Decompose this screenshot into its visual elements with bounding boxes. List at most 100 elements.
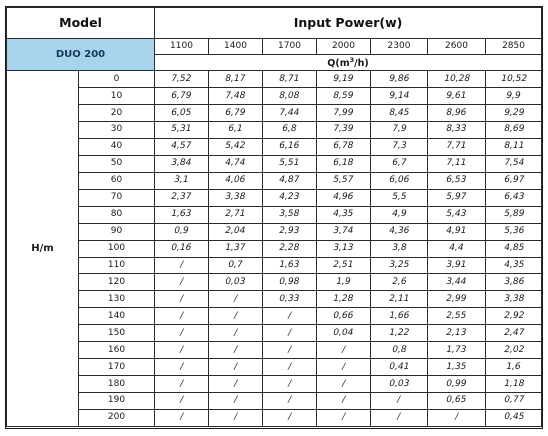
flow-value-cell: 7,11 bbox=[427, 154, 486, 173]
flow-value-cell: 9,86 bbox=[370, 70, 428, 89]
flow-value-cell: 3,13 bbox=[316, 239, 371, 258]
flow-value-cell: 4,4 bbox=[427, 239, 486, 258]
flow-value-cell: 2,47 bbox=[484, 324, 542, 343]
flow-value-cell: 9,19 bbox=[316, 70, 371, 89]
head-value-cell: 130 bbox=[78, 290, 155, 309]
flow-value-cell: 6,1 bbox=[208, 121, 263, 139]
flow-value-cell: 1,66 bbox=[370, 307, 428, 326]
flow-value-cell: 1,9 bbox=[316, 273, 371, 292]
flow-value-cell: 5,42 bbox=[208, 137, 263, 156]
flow-value-cell: / bbox=[154, 341, 209, 360]
flow-prefix: Q(m bbox=[327, 57, 350, 69]
flow-value: 1,73 bbox=[445, 344, 468, 355]
power-header-cell: 1700 bbox=[262, 38, 317, 56]
flow-value: 7,48 bbox=[224, 90, 247, 101]
table-row: 150 / / / 0,04 1,22 2,13 2,47 bbox=[7, 324, 542, 343]
flow-value-cell: 0,98 bbox=[262, 273, 317, 292]
flow-value: 1,18 bbox=[502, 378, 525, 389]
flow-value-cell: / bbox=[262, 375, 317, 393]
flow-value: 8,33 bbox=[445, 124, 468, 135]
flow-value: / bbox=[233, 344, 239, 355]
flow-value-cell: 1,37 bbox=[208, 239, 263, 258]
table-row: H/m 0 7,52 8,17 8,71 9,19 9,86 10,28 10,52 bbox=[6, 70, 542, 427]
flow-value: / bbox=[179, 276, 185, 287]
flow-value: / bbox=[287, 395, 293, 406]
flow-value-cell: 2,04 bbox=[208, 222, 263, 241]
head-value-cell: 80 bbox=[78, 205, 155, 224]
table-row: 180 / / / / 0,03 0,99 1,18 bbox=[7, 375, 542, 393]
head-value-cell: 180 bbox=[78, 375, 155, 393]
flow-value: 0,98 bbox=[278, 276, 301, 287]
flow-value: 1,9 bbox=[335, 276, 352, 287]
flow-value-cell: 8,59 bbox=[316, 87, 371, 106]
flow-value: / bbox=[233, 327, 239, 338]
flow-value-cell: 6,05 bbox=[154, 104, 209, 122]
flow-value-cell: 7,54 bbox=[484, 154, 542, 173]
flow-value-cell: / bbox=[154, 307, 209, 326]
flow-value-cell: 4,91 bbox=[427, 222, 486, 241]
flow-value: 0,8 bbox=[390, 344, 408, 355]
flow-value: 0,04 bbox=[332, 327, 355, 338]
flow-value-cell: 2,28 bbox=[262, 239, 317, 258]
flow-value: 2,55 bbox=[445, 310, 468, 321]
flow-value: 6,79 bbox=[224, 107, 247, 118]
flow-exponent: 3 bbox=[349, 55, 355, 64]
flow-value: 7,99 bbox=[332, 107, 355, 118]
flow-value-cell: 9,29 bbox=[484, 104, 542, 122]
flow-value: 5,43 bbox=[445, 209, 468, 220]
flow-value-cell: / bbox=[262, 307, 317, 326]
flow-value-cell: 9,14 bbox=[370, 87, 428, 106]
table-row: 40 4,57 5,42 6,16 6,78 7,3 7,71 8,11 bbox=[7, 137, 542, 156]
flow-value-cell: 6,43 bbox=[484, 188, 542, 207]
flow-value: 2,47 bbox=[502, 327, 525, 338]
flow-value-cell: 0,99 bbox=[427, 375, 486, 393]
table-row: 60 3,1 4,06 4,87 5,57 6,06 6,53 6,97 bbox=[7, 171, 542, 190]
flow-value: 8,08 bbox=[278, 90, 301, 101]
flow-value-cell: 8,96 bbox=[427, 104, 486, 122]
flow-value: 4,9 bbox=[390, 209, 408, 220]
flow-value: 2,04 bbox=[224, 226, 247, 237]
flow-value-cell: / bbox=[154, 392, 209, 410]
flow-value-cell: 2,13 bbox=[427, 324, 486, 343]
flow-value: / bbox=[179, 344, 185, 355]
flow-value: 2,37 bbox=[170, 192, 193, 203]
flow-value: 6,97 bbox=[502, 175, 525, 186]
flow-value: 1,63 bbox=[278, 259, 301, 270]
flow-value: 0,41 bbox=[388, 361, 411, 372]
table-row: 160 / / / / 0,8 1,73 2,02 bbox=[7, 341, 542, 360]
performance-table-sheet: Model Input Power(w) DUO 200 1100 1400 170… bbox=[5, 6, 543, 429]
flow-value: 4,57 bbox=[170, 141, 193, 152]
flow-value: 0,16 bbox=[170, 243, 193, 254]
flow-value-cell: / bbox=[316, 358, 371, 377]
flow-value: 0,65 bbox=[445, 395, 468, 406]
flow-value-cell: 1,22 bbox=[370, 324, 428, 343]
head-value-cell: 190 bbox=[78, 392, 155, 410]
flow-value-cell: 5,31 bbox=[154, 121, 209, 139]
flow-value-cell: 1,35 bbox=[427, 358, 486, 377]
flow-value-cell: 5,89 bbox=[484, 205, 542, 224]
flow-value: 8,69 bbox=[502, 124, 525, 135]
flow-value: 0,66 bbox=[332, 310, 355, 321]
flow-value-cell: / bbox=[208, 358, 263, 377]
head-value-cell: 20 bbox=[78, 104, 155, 122]
flow-unit-header: Q(m3/h) bbox=[153, 54, 542, 72]
flow-value-cell: / bbox=[154, 256, 209, 275]
flow-value: 2,6 bbox=[390, 276, 408, 287]
flow-value-cell: / bbox=[262, 392, 317, 410]
flow-value-cell: 2,93 bbox=[262, 222, 317, 241]
input-power-header: Input Power(w) bbox=[153, 7, 542, 40]
flow-value-cell: 3,58 bbox=[262, 205, 317, 224]
flow-value-cell: 8,17 bbox=[208, 70, 263, 89]
flow-value-cell: / bbox=[316, 341, 371, 360]
flow-value-cell: 8,71 bbox=[262, 70, 317, 89]
flow-value-cell: 0,33 bbox=[262, 290, 317, 309]
flow-value-cell: 7,99 bbox=[316, 104, 371, 122]
flow-value: 7,52 bbox=[170, 73, 193, 84]
flow-value: / bbox=[179, 293, 185, 304]
flow-value-cell: 8,33 bbox=[427, 121, 486, 139]
flow-value: 4,35 bbox=[332, 209, 355, 220]
flow-value-cell: / bbox=[316, 408, 371, 428]
flow-value-cell: 4,85 bbox=[484, 239, 542, 258]
flow-value: 10,52 bbox=[499, 73, 528, 84]
flow-value-cell: 6,79 bbox=[154, 87, 209, 106]
